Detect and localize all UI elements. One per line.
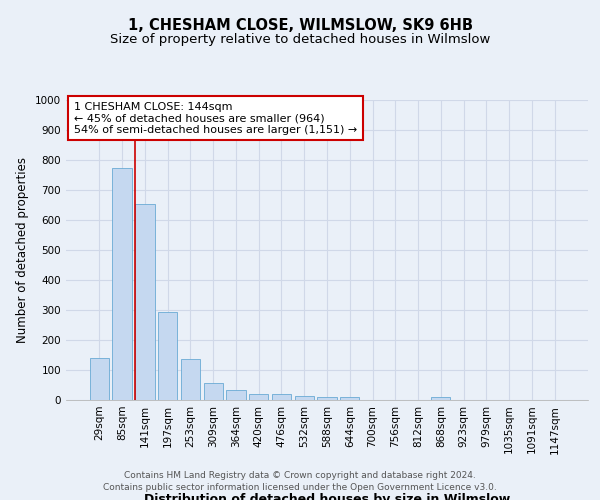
Bar [181, 358, 200, 400]
Bar [226, 390, 245, 400]
Bar [158, 312, 178, 400]
Bar [272, 394, 291, 400]
Text: 1 CHESHAM CLOSE: 144sqm
← 45% of detached houses are smaller (964)
54% of semi-d: 1 CHESHAM CLOSE: 144sqm ← 45% of detache… [74, 102, 357, 134]
Bar [112, 168, 132, 400]
Text: 1, CHESHAM CLOSE, WILMSLOW, SK9 6HB: 1, CHESHAM CLOSE, WILMSLOW, SK9 6HB [128, 18, 473, 32]
Bar [317, 397, 337, 400]
Text: Size of property relative to detached houses in Wilmslow: Size of property relative to detached ho… [110, 32, 490, 46]
Bar [340, 397, 359, 400]
Bar [431, 397, 451, 400]
Bar [135, 204, 155, 400]
Y-axis label: Number of detached properties: Number of detached properties [16, 157, 29, 343]
Bar [90, 358, 109, 400]
X-axis label: Distribution of detached houses by size in Wilmslow: Distribution of detached houses by size … [144, 492, 510, 500]
Text: Contains HM Land Registry data © Crown copyright and database right 2024.
Contai: Contains HM Land Registry data © Crown c… [103, 471, 497, 492]
Bar [249, 394, 268, 400]
Bar [203, 383, 223, 400]
Bar [295, 396, 314, 400]
